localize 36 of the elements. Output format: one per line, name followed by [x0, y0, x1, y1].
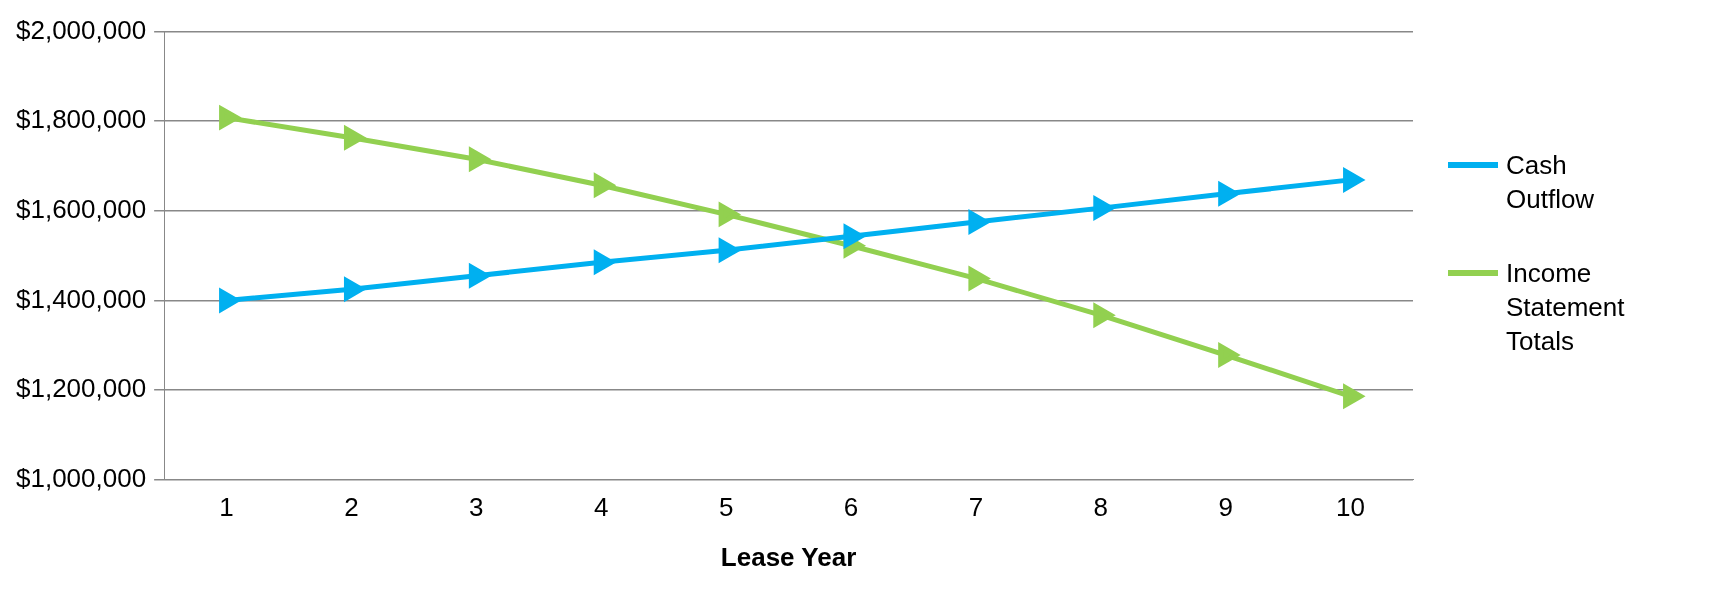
point — [219, 104, 242, 131]
point — [593, 249, 615, 276]
point — [718, 237, 740, 264]
point — [1343, 167, 1366, 193]
y-tick-label: $1,400,000 — [15, 283, 147, 314]
x-tick-label: 8 — [1093, 492, 1109, 523]
point — [343, 276, 365, 303]
point — [219, 289, 240, 312]
y-tick-label: $1,000,000 — [15, 462, 147, 493]
x-axis-title: Lease Year — [720, 541, 857, 572]
legend-label: Cash Outflow — [1506, 149, 1596, 216]
x-tick-label: 2 — [344, 492, 359, 523]
point — [968, 209, 991, 235]
point — [968, 265, 991, 292]
y-tick-label: $1,200,000 — [15, 373, 147, 404]
x-tick-label: 7 — [968, 492, 984, 523]
x-tick-label: 6 — [843, 492, 859, 523]
x-tick-label: 4 — [594, 492, 609, 523]
point — [1218, 342, 1241, 368]
x-tick-label: 10 — [1336, 492, 1366, 523]
y-tick-label: $2,000,000 — [15, 14, 147, 45]
point — [1093, 195, 1116, 221]
point — [468, 262, 491, 289]
x-tick-label: 3 — [469, 492, 484, 523]
point — [718, 203, 739, 226]
point — [843, 225, 864, 248]
point — [1093, 302, 1116, 329]
point — [1343, 383, 1366, 410]
y-tick-label: $1,800,000 — [15, 104, 147, 135]
x-tick-label: 5 — [718, 492, 734, 523]
legend-label: Income Statement Totals — [1506, 257, 1626, 358]
point — [593, 172, 616, 199]
x-tick-label: 1 — [219, 492, 234, 523]
point — [1218, 180, 1240, 207]
y-tick-label: $1,600,000 — [15, 193, 147, 224]
x-tick-label: 9 — [1218, 492, 1233, 523]
